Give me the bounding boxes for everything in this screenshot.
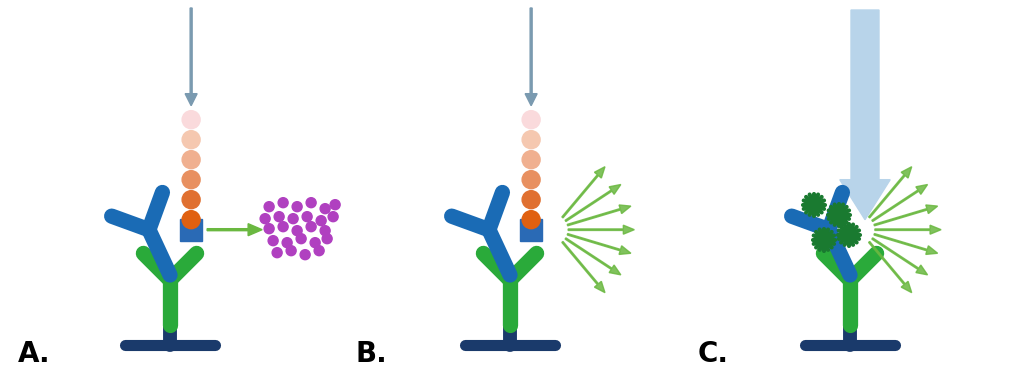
- Circle shape: [182, 151, 200, 169]
- Circle shape: [310, 238, 321, 248]
- FancyArrow shape: [562, 241, 605, 293]
- Circle shape: [522, 211, 540, 229]
- FancyArrow shape: [871, 185, 928, 221]
- Circle shape: [274, 212, 284, 222]
- FancyArrow shape: [207, 224, 262, 236]
- FancyArrow shape: [565, 185, 621, 221]
- Circle shape: [321, 204, 330, 214]
- Circle shape: [182, 191, 200, 209]
- Circle shape: [182, 131, 200, 149]
- Text: A.: A.: [18, 340, 50, 368]
- Circle shape: [182, 171, 200, 189]
- Circle shape: [292, 202, 302, 212]
- Circle shape: [300, 250, 310, 260]
- FancyArrow shape: [562, 167, 605, 218]
- Circle shape: [328, 212, 338, 222]
- FancyArrow shape: [868, 241, 911, 293]
- FancyArrow shape: [873, 205, 938, 226]
- Circle shape: [330, 200, 340, 210]
- Circle shape: [279, 198, 288, 208]
- FancyArrow shape: [840, 10, 890, 220]
- Circle shape: [182, 211, 200, 229]
- Circle shape: [292, 226, 302, 236]
- Circle shape: [316, 216, 326, 226]
- Circle shape: [314, 246, 325, 256]
- Circle shape: [182, 111, 200, 129]
- FancyArrow shape: [525, 8, 538, 106]
- Circle shape: [522, 191, 540, 209]
- Bar: [520, 219, 542, 241]
- Circle shape: [522, 131, 540, 149]
- Bar: [180, 219, 202, 241]
- FancyArrow shape: [871, 238, 928, 275]
- Circle shape: [522, 171, 540, 189]
- FancyArrow shape: [567, 234, 631, 254]
- Circle shape: [279, 222, 288, 232]
- Text: B.: B.: [355, 340, 387, 368]
- FancyArrow shape: [185, 8, 198, 106]
- Circle shape: [306, 222, 316, 232]
- Circle shape: [286, 246, 296, 256]
- FancyArrow shape: [868, 167, 911, 218]
- FancyArrow shape: [874, 225, 941, 234]
- FancyArrow shape: [567, 205, 631, 226]
- FancyArrow shape: [568, 225, 634, 234]
- Circle shape: [522, 111, 540, 129]
- Circle shape: [260, 214, 270, 224]
- Circle shape: [296, 234, 306, 244]
- Circle shape: [264, 224, 274, 234]
- Circle shape: [302, 212, 312, 222]
- Circle shape: [321, 226, 330, 236]
- Circle shape: [283, 238, 292, 248]
- FancyArrow shape: [565, 238, 621, 275]
- Circle shape: [522, 151, 540, 169]
- Circle shape: [288, 214, 298, 224]
- Circle shape: [264, 202, 274, 212]
- Circle shape: [272, 248, 283, 258]
- Text: C.: C.: [698, 340, 729, 368]
- Circle shape: [323, 234, 332, 244]
- FancyArrow shape: [873, 234, 938, 254]
- Circle shape: [268, 236, 279, 246]
- Circle shape: [306, 198, 316, 208]
